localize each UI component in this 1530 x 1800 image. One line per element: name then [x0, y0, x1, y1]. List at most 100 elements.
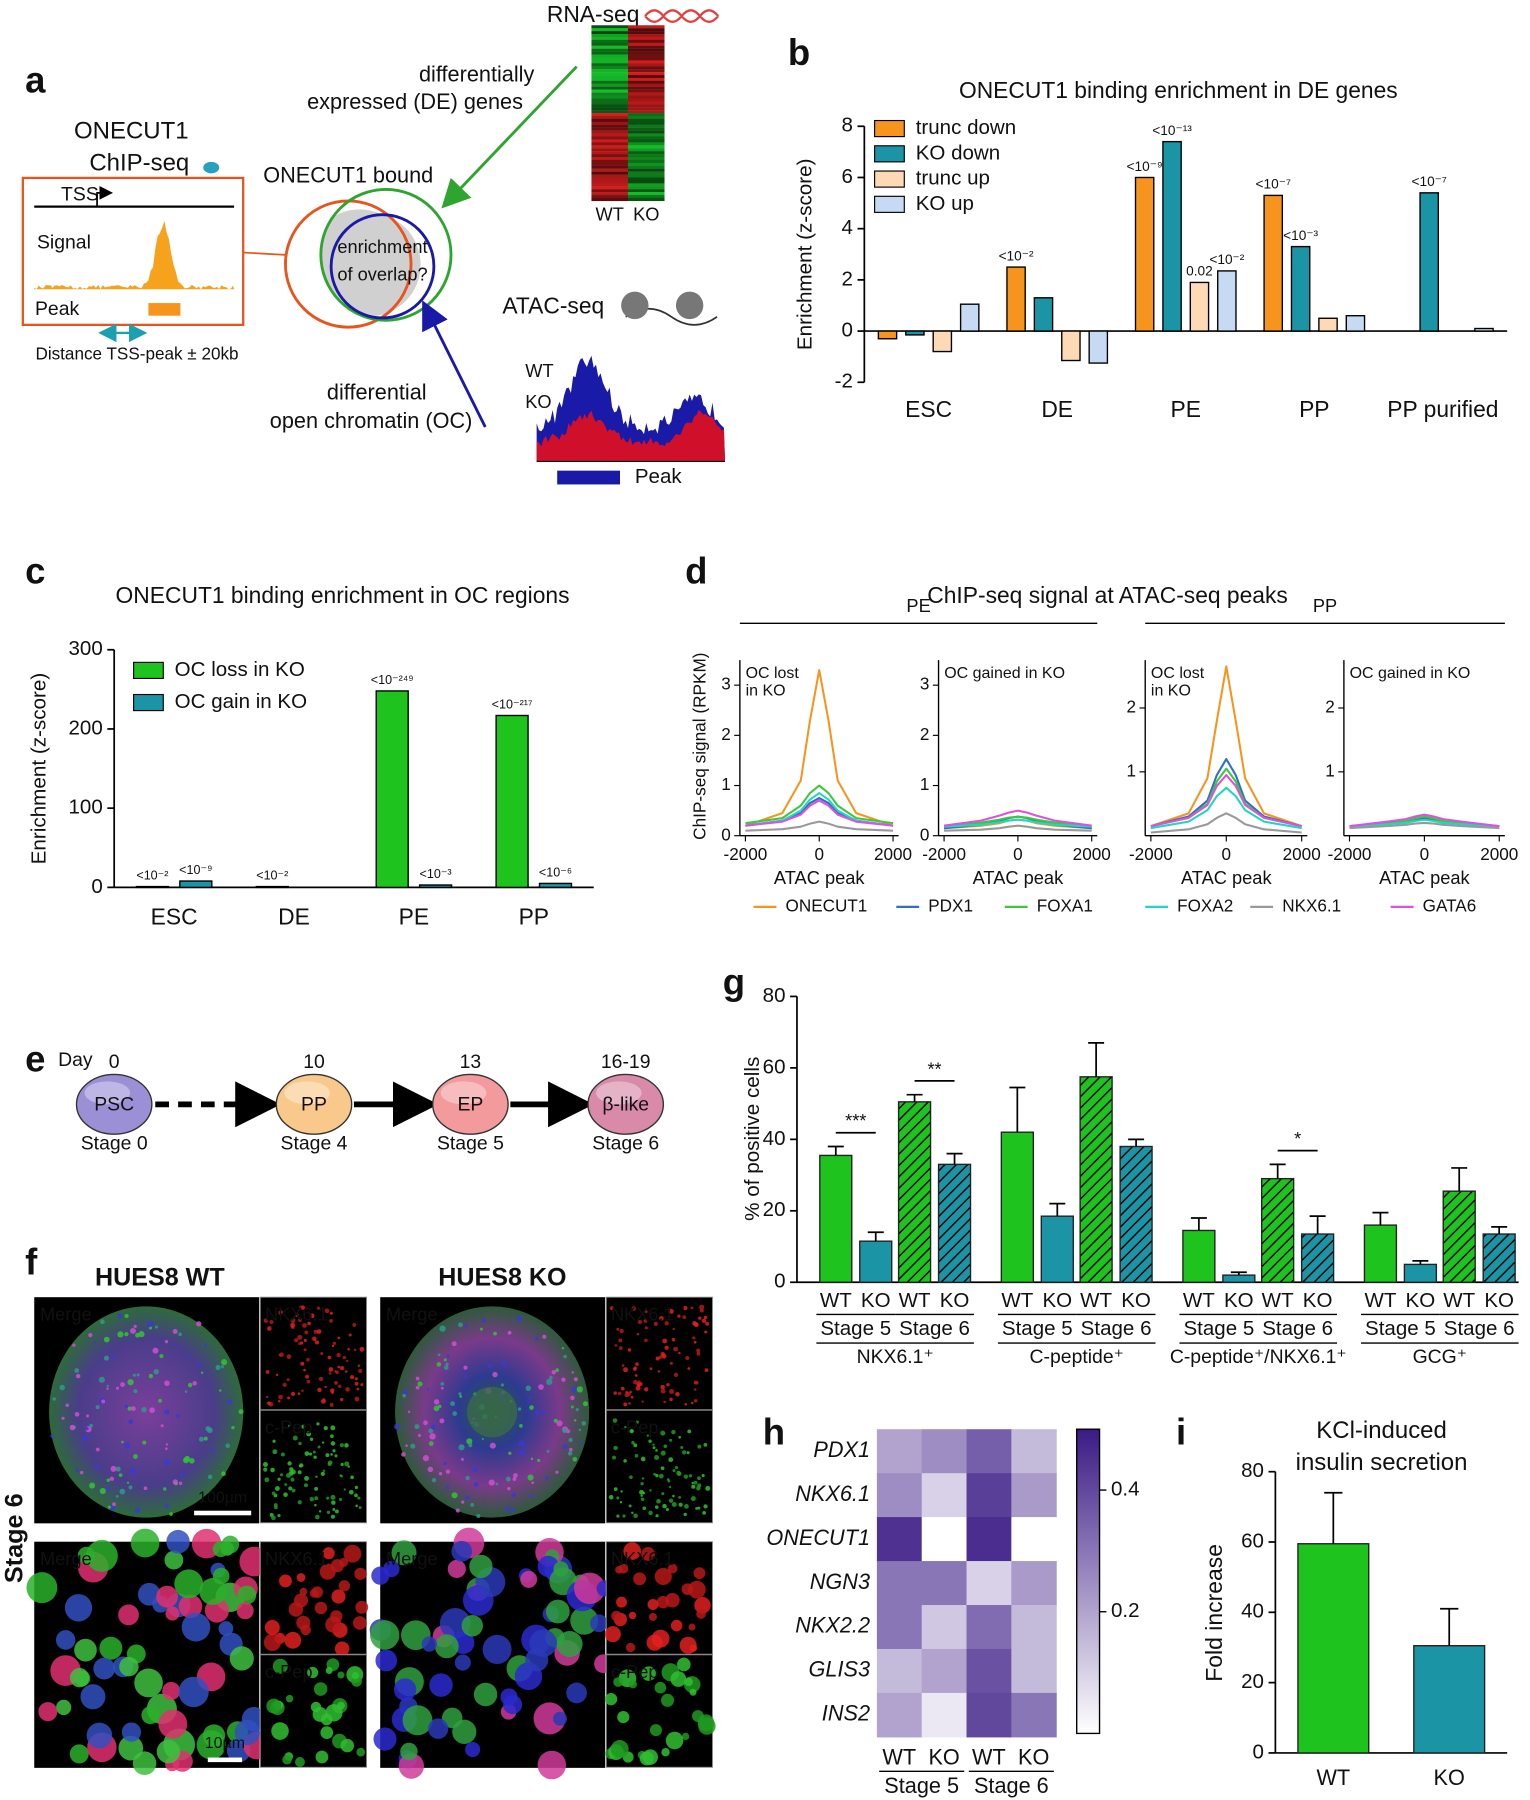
bar	[418, 884, 453, 889]
y-tick-label: 40	[763, 1127, 786, 1150]
legend-swatch	[874, 195, 905, 213]
cell-dot	[633, 1572, 647, 1586]
cell-dot	[629, 1680, 637, 1689]
cell-dot	[165, 1443, 169, 1446]
cell-dot	[652, 1446, 656, 1450]
cell-dot	[657, 1370, 661, 1373]
cell-dot	[616, 1327, 620, 1331]
cell-dot	[658, 1473, 664, 1479]
cell-dot	[107, 1505, 111, 1509]
cell-dot	[334, 1509, 339, 1514]
cell-dot	[704, 1368, 709, 1372]
day-number: 13	[460, 1051, 482, 1073]
cell-dot	[56, 1699, 72, 1716]
cell-dot	[649, 1489, 652, 1492]
channel-label: c-Pep	[611, 1416, 659, 1437]
cell-dot	[297, 1334, 303, 1340]
connector	[243, 251, 286, 256]
cell-dot	[611, 1610, 622, 1622]
cell-dot	[621, 1364, 625, 1367]
cell-dot	[202, 1724, 226, 1747]
heatmap-cell	[966, 1517, 1012, 1562]
cell-dot	[417, 1381, 423, 1387]
cell-dot	[575, 1408, 579, 1412]
overlap-lens	[320, 209, 421, 316]
cell-dot	[669, 1397, 673, 1402]
heatmap-stripe	[627, 192, 665, 196]
x-tick-label: WT	[1364, 1289, 1396, 1312]
cell-dot	[285, 1473, 291, 1478]
cell-dot	[158, 1709, 188, 1739]
error-bar	[1451, 1167, 1468, 1192]
cell-dot	[699, 1304, 705, 1310]
cell-dot	[143, 1486, 148, 1491]
cell-dot	[383, 1560, 400, 1578]
cell-dot	[263, 1633, 281, 1652]
cell-dot	[665, 1507, 669, 1512]
cell-dot	[297, 1500, 302, 1505]
cell-dot	[422, 1455, 430, 1462]
cell-dot	[672, 1469, 676, 1473]
y-tick-label: 0	[774, 1270, 785, 1293]
heatmap-stripe	[591, 83, 628, 87]
stage-label: Stage 5	[1002, 1317, 1073, 1340]
profile-line	[1349, 821, 1500, 830]
cell-dot	[324, 1308, 330, 1314]
stage-node	[75, 1073, 153, 1135]
significance-label: **	[927, 1058, 941, 1079]
heatmap-stripe	[627, 139, 665, 143]
x-axis-label: ATAC peak	[1379, 867, 1470, 888]
cell-dot	[124, 1313, 129, 1319]
cell-dot	[703, 1315, 708, 1320]
heatmap-stripe	[591, 174, 628, 178]
cell-dot	[354, 1381, 359, 1386]
heatmap-column-label: KO	[633, 204, 659, 225]
cell-dot	[282, 1382, 287, 1387]
cell-dot	[117, 1331, 124, 1338]
organoid	[49, 1306, 244, 1518]
cell-dot	[350, 1475, 354, 1480]
cell-dot	[133, 1389, 138, 1394]
chip-title: ONECUT1	[74, 117, 189, 144]
cell-dot	[178, 1332, 182, 1337]
panel-label: in KO	[1151, 681, 1191, 699]
heatmap-stripe	[591, 195, 628, 199]
cell-dot	[127, 1378, 134, 1386]
profile-line	[1349, 818, 1500, 829]
heatmap-stripe	[591, 75, 628, 79]
heatmap-cell	[1011, 1429, 1057, 1474]
legend-label: OC loss in KO	[175, 658, 305, 681]
cell-dot	[178, 1481, 183, 1485]
cell-dot	[410, 1443, 416, 1449]
heatmap-cell	[876, 1517, 923, 1562]
cell-dot	[570, 1405, 574, 1409]
cell-dot	[702, 1511, 706, 1515]
cell-dot	[355, 1600, 369, 1614]
x-tick-label: DE	[278, 903, 310, 929]
cell-dot	[608, 1494, 614, 1500]
heatmap-stripe	[591, 151, 628, 155]
panel-letter: d	[685, 551, 707, 592]
cell-dot	[656, 1595, 670, 1609]
cell-dot	[553, 1561, 569, 1577]
cell-dot	[315, 1750, 329, 1764]
y-tick-label: 20	[763, 1198, 786, 1221]
panel-letter: i	[1176, 1412, 1186, 1453]
x-tick-label: 0	[1013, 844, 1023, 864]
profile-line	[745, 799, 894, 827]
cell-dot	[571, 1386, 577, 1393]
cell-dot	[616, 1596, 628, 1608]
cell-dot	[641, 1400, 644, 1403]
x-tick-label: WT	[820, 1289, 852, 1312]
cell-dot	[511, 1492, 517, 1498]
heatmap-cell	[876, 1648, 923, 1694]
cell-dot	[618, 1346, 623, 1350]
cell-dot	[280, 1452, 285, 1457]
cell-dot	[93, 1657, 116, 1680]
heatmap-stripe	[627, 107, 665, 111]
cell-dot	[673, 1372, 679, 1378]
x-tick-label: WT	[1080, 1289, 1112, 1312]
heatmap-stripe	[627, 54, 665, 58]
heatmap-stripe	[591, 25, 628, 29]
cell-dot	[296, 1615, 311, 1630]
